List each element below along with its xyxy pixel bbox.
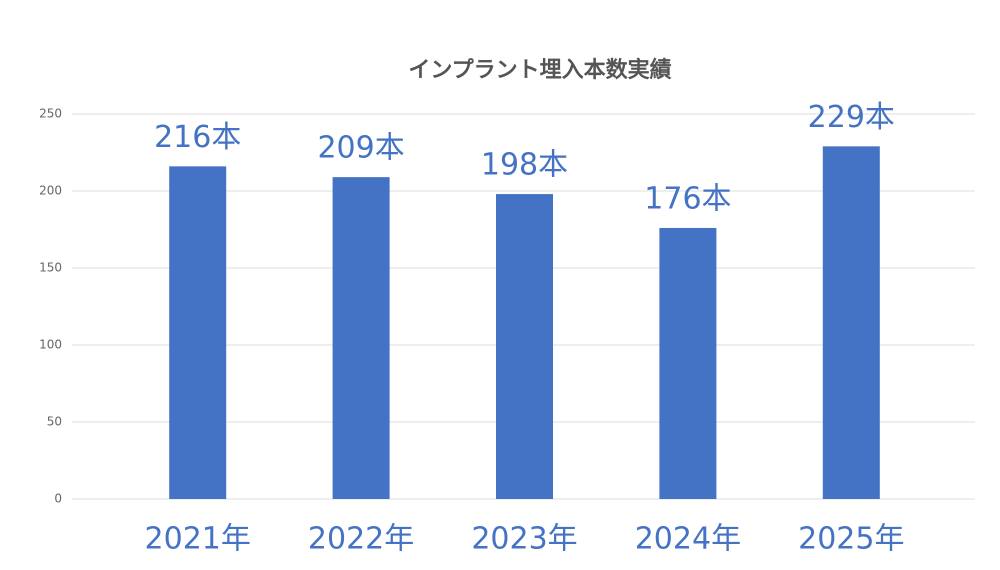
bar bbox=[822, 146, 880, 499]
data-label: 209本 bbox=[317, 131, 404, 166]
x-tick-label: 2023年 bbox=[471, 522, 577, 557]
x-tick-label: 2021年 bbox=[145, 522, 251, 557]
x-tick-label: 2024年 bbox=[635, 522, 741, 557]
bar bbox=[496, 194, 553, 499]
y-tick-label: 0 bbox=[54, 492, 62, 506]
chart-title: インプラント埋入本数実績 bbox=[408, 57, 671, 83]
x-tick-label: 2025年 bbox=[798, 522, 904, 557]
y-tick-label: 250 bbox=[39, 107, 62, 121]
y-tick-label: 100 bbox=[39, 338, 62, 352]
bar bbox=[332, 177, 390, 499]
y-tick-label: 150 bbox=[39, 261, 62, 275]
data-label: 198本 bbox=[481, 148, 568, 183]
bar bbox=[659, 227, 717, 499]
y-tick-label: 50 bbox=[47, 415, 62, 429]
x-tick-label: 2022年 bbox=[308, 522, 414, 557]
y-tick-label: 200 bbox=[39, 184, 62, 198]
data-label: 216本 bbox=[154, 120, 241, 155]
data-label: 176本 bbox=[644, 181, 731, 216]
data-label: 229本 bbox=[808, 100, 895, 135]
bar bbox=[169, 166, 227, 500]
